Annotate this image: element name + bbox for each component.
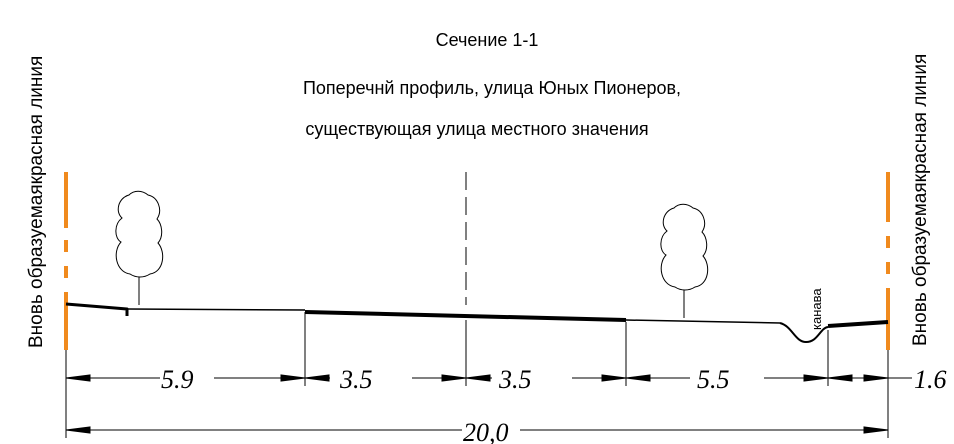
- tree-right-icon: [660, 203, 709, 318]
- section-title: Сечение 1-1: [435, 30, 539, 50]
- dimension-total: 20,0: [463, 418, 509, 444]
- total-dimension-line: [65, 426, 889, 434]
- dimension-lane-right: 3.5: [498, 365, 532, 394]
- dimension-sidewalk-left: 5.9: [161, 365, 194, 394]
- ditch-label: канава: [809, 288, 824, 330]
- title-line-2: существующая улица местного значения: [305, 119, 649, 139]
- ground-profile: [65, 302, 889, 343]
- dimension-extension-lines: [65, 312, 889, 438]
- title-line-1: Поперечнй профиль, улица Юных Пионеров,: [302, 78, 682, 98]
- tree-left-icon: [115, 190, 164, 305]
- dimension-lane-left: 3.5: [339, 365, 373, 394]
- dimension-verge-right: 5.5: [697, 365, 730, 394]
- dimension-ditch-zone: 1.6: [914, 365, 947, 394]
- dimension-row: [65, 374, 912, 382]
